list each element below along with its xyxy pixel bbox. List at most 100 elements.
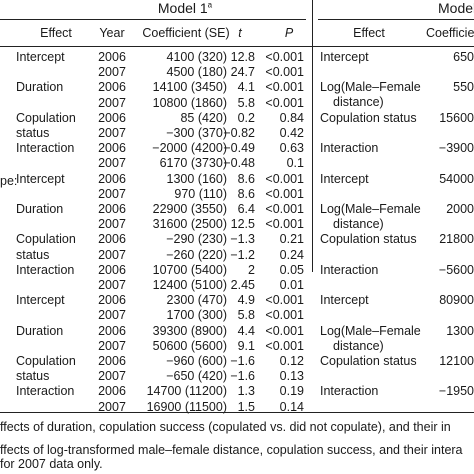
effect-cell: Interaction: [16, 384, 75, 398]
t-cell: 5.8: [237, 308, 255, 322]
p-cell: <0.001: [265, 217, 304, 231]
year-cell: 2007: [98, 65, 126, 79]
year-cell: 2007: [98, 339, 126, 353]
year-cell: 2006: [98, 50, 126, 64]
coefficient-cell: −260 (220): [166, 248, 227, 262]
table-bottom-rule: [0, 412, 474, 413]
model-divider: [312, 0, 313, 272]
t-cell: −1.6: [230, 354, 255, 368]
p-cell: 0.84: [279, 111, 304, 125]
coefficient-cell: 85 (420): [180, 111, 227, 125]
effect-cell: Copulation: [16, 232, 76, 246]
col-coefficient-model2: Coefficie: [426, 26, 474, 40]
model2-coefficient-cell: 80900: [439, 293, 474, 307]
coefficient-cell: −960 (600): [166, 354, 227, 368]
model2-coefficient-cell: 650: [453, 50, 474, 64]
model2-coefficient-cell: 550: [453, 80, 474, 94]
coefficient-cell: 22900 (3550): [152, 202, 227, 216]
year-cell: 2006: [98, 384, 126, 398]
effect-cell: Intercept: [16, 293, 65, 307]
coefficient-cell: −300 (370): [166, 126, 227, 140]
model2-coefficient-cell: 21800: [439, 232, 474, 246]
model2-coefficient-cell: 12100: [439, 354, 474, 368]
model2-effect-cell: Copulation status: [320, 354, 417, 368]
t-cell: 4.9: [237, 293, 255, 307]
coefficient-cell: 10700 (5400): [152, 263, 227, 277]
model2-coefficient-cell: 54000: [439, 172, 474, 186]
coefficient-cell: 6170 (3730): [159, 156, 227, 170]
year-cell: 2006: [98, 172, 126, 186]
p-cell: 0.24: [279, 248, 304, 262]
coefficient-cell: −290 (230): [166, 232, 227, 246]
t-cell: 24.7: [230, 65, 255, 79]
col-coefficient: Coefficient (SE): [142, 26, 230, 40]
year-cell: 2007: [98, 126, 126, 140]
t-cell: 2.45: [230, 278, 255, 292]
p-cell: <0.001: [265, 96, 304, 110]
model2-effect-cell: Log(Male–Female: [320, 202, 421, 216]
footnote-2: ffects of log-transformed male–female di…: [0, 443, 463, 457]
model1-superscript: a: [207, 0, 213, 10]
t-cell: 9.1: [237, 339, 255, 353]
model2-coefficient-cell: −3900: [438, 141, 474, 155]
col-effect-model2: Effect: [353, 26, 385, 40]
model2-effect-cell: Intercept: [320, 293, 369, 307]
effect-cell: status: [16, 126, 50, 140]
model2-effect-cell: Interaction: [320, 384, 379, 398]
p-cell: <0.001: [265, 50, 304, 64]
t-cell: 8.6: [237, 172, 255, 186]
year-cell: 2007: [98, 369, 126, 383]
model2-effect-cell-continued: distance): [333, 95, 384, 109]
model2-coefficient-cell: 2000: [446, 202, 474, 216]
t-cell: 4.1: [237, 80, 255, 94]
coefficient-cell: 12400 (5100): [152, 278, 227, 292]
t-cell: 8.6: [237, 187, 255, 201]
coefficient-cell: 2300 (470): [166, 293, 227, 307]
effect-cell: Duration: [16, 202, 64, 216]
p-cell: 0.13: [279, 369, 304, 383]
col-t: t: [238, 26, 242, 40]
p-cell: 0.05: [279, 263, 304, 277]
effect-cell: Interaction: [16, 263, 75, 277]
row-group-label-fragment: pe:: [0, 174, 18, 188]
model2-title: Model: [438, 0, 474, 16]
year-cell: 2006: [98, 202, 126, 216]
t-cell: −1.3: [230, 232, 255, 246]
t-cell: 12.8: [230, 50, 255, 64]
t-cell: 12.5: [230, 217, 255, 231]
model2-effect-cell: Interaction: [320, 141, 379, 155]
t-cell: −0.49: [223, 141, 255, 155]
coefficient-cell: −650 (420): [166, 369, 227, 383]
model2-effect-cell: Intercept: [320, 50, 369, 64]
effect-cell: Intercept: [16, 172, 65, 186]
year-cell: 2006: [98, 354, 126, 368]
t-cell: 2: [248, 263, 255, 277]
year-cell: 2006: [98, 293, 126, 307]
p-cell: <0.001: [265, 324, 304, 338]
model2-coefficient-cell: 15600: [439, 111, 474, 125]
p-cell: <0.001: [265, 65, 304, 79]
t-cell: 4.4: [237, 324, 255, 338]
t-cell: 0.2: [237, 111, 255, 125]
t-cell: 5.8: [237, 96, 255, 110]
year-cell: 2006: [98, 324, 126, 338]
coefficient-cell: 50600 (5600): [152, 339, 227, 353]
year-cell: 2006: [98, 263, 126, 277]
col-year: Year: [99, 26, 125, 40]
effect-cell: Intercept: [16, 50, 65, 64]
coefficient-cell: 4100 (320): [166, 50, 227, 64]
p-cell: 0.19: [279, 384, 304, 398]
year-cell: 2007: [98, 187, 126, 201]
year-cell: 2006: [98, 80, 126, 94]
effect-cell: Interaction: [16, 141, 75, 155]
p-cell: 0.63: [279, 141, 304, 155]
year-cell: 2007: [98, 278, 126, 292]
year-cell: 2007: [98, 248, 126, 262]
effect-cell: Copulation: [16, 111, 76, 125]
p-cell: <0.001: [265, 80, 304, 94]
year-cell: 2006: [98, 111, 126, 125]
year-cell: 2007: [98, 400, 126, 414]
model2-effect-cell: Log(Male–Female: [320, 80, 421, 94]
model2-coefficient-cell: 1300: [446, 324, 474, 338]
